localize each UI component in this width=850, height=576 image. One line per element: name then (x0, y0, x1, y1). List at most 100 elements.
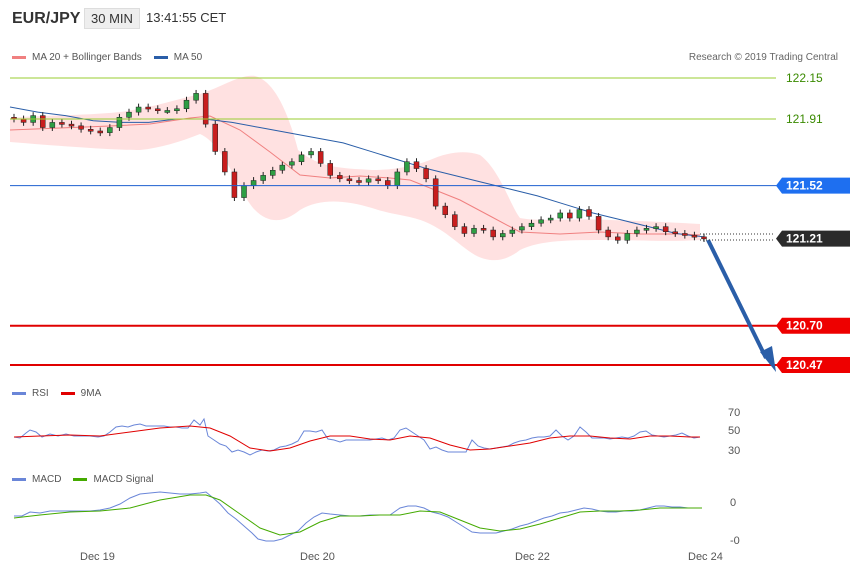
candle-body (155, 108, 161, 111)
macd-signal-line (13, 494, 702, 536)
price-level-121-91: 121.91 (10, 112, 823, 126)
price-level-120-47: 120.47 (10, 357, 850, 373)
candle-body (279, 164, 286, 171)
price-levels: 122.15 121.91 121.52 121.21 120.70 120.47 (10, 71, 850, 373)
legend-label-rsi: RSI (32, 388, 49, 399)
candle-body (270, 170, 276, 176)
candle-body (135, 106, 142, 113)
candle-body (490, 229, 496, 238)
timestamp: 13:41:55 CET (146, 10, 227, 25)
candle-body (202, 93, 209, 125)
price-level-flag (776, 357, 850, 373)
price-level-label: 121.52 (786, 179, 823, 193)
candle-body (68, 123, 75, 127)
credit-text: Research © 2019 Trading Central (688, 52, 838, 63)
price-level-121-21: 121.21 (776, 230, 850, 247)
candle-body (298, 154, 305, 162)
candle-body (394, 171, 401, 186)
macd-panel: 0 -0 (13, 491, 740, 547)
candle-body (624, 233, 631, 241)
symbol-label: EUR/JPY (12, 10, 81, 27)
candle-body (413, 161, 420, 169)
forecast-arrow-head (760, 346, 776, 372)
candle-body (241, 185, 247, 198)
candle-body (107, 127, 113, 133)
price-level-label: 121.21 (786, 232, 823, 246)
legend-swatch-macd-signal (73, 478, 88, 481)
price-level-122-15: 122.15 (10, 71, 823, 85)
candle-body (145, 106, 151, 110)
rsi-legend: RSI 9MA (12, 388, 113, 399)
x-label-dec20: Dec 20 (300, 551, 335, 563)
candle-body (643, 228, 650, 231)
candle-body (471, 228, 477, 234)
candle-body (557, 212, 563, 219)
price-level-flag (776, 317, 850, 334)
candle-body (653, 226, 659, 229)
candle-body (538, 219, 544, 224)
rsi-tick-50: 50 (728, 425, 740, 437)
candle-body (40, 115, 46, 128)
candle-body (222, 151, 228, 173)
candle-body (116, 117, 123, 128)
candle-body (404, 161, 410, 173)
legend-swatch-macd (12, 478, 26, 481)
x-label-dec19: Dec 19 (80, 551, 115, 563)
candle-body (260, 175, 266, 181)
price-level-flag (776, 230, 850, 247)
candle-body (97, 130, 103, 134)
candle-body (231, 171, 238, 198)
candle-body (250, 180, 257, 186)
legend-swatch-ma50 (153, 56, 168, 59)
candle-body (346, 178, 353, 182)
candle-body (595, 216, 602, 231)
macd-tick-0: 0 (730, 497, 736, 509)
x-label-dec22: Dec 22 (515, 551, 550, 563)
legend-item-ma20: MA 20 + Bollinger Bands (12, 52, 142, 63)
candle-body (586, 209, 592, 217)
candle-body (212, 123, 218, 152)
macd-tick-neg: -0 (730, 535, 740, 547)
rsi-tick-30: 30 (728, 445, 740, 457)
candle-body (59, 122, 65, 125)
forecast-arrow (706, 239, 776, 372)
candle-body (423, 168, 429, 180)
candle-body (327, 163, 333, 176)
candle-body (375, 178, 381, 182)
price-level-120-70: 120.70 (10, 317, 850, 334)
candle-body (20, 118, 27, 123)
candle-body (126, 111, 132, 118)
candle-body (78, 125, 84, 130)
candle-body (183, 99, 190, 110)
candle-body (193, 93, 199, 101)
candle-body (87, 129, 94, 132)
candle-body (432, 178, 439, 207)
candle-body (662, 226, 669, 232)
legend-label-ma50: MA 50 (173, 52, 203, 63)
rsi-9ma-line (13, 425, 700, 452)
candle-body (442, 205, 448, 215)
legend-swatch-rsi (12, 392, 26, 395)
candle-body (500, 233, 506, 238)
x-label-dec24: Dec 24 (688, 551, 723, 563)
candle-body (365, 178, 372, 183)
candle-body (519, 226, 525, 231)
candle-body (528, 222, 535, 227)
candle-body (547, 217, 554, 221)
legend-item-macd-signal: MACD Signal (73, 474, 153, 485)
legend-item-rsi: RSI (12, 388, 49, 399)
legend-label-ma20: MA 20 + Bollinger Bands (32, 52, 142, 63)
price-level-label: 120.47 (786, 358, 823, 372)
ma20-line (9, 115, 701, 236)
candle-body (605, 229, 611, 238)
timeframe-badge[interactable]: 30 MIN (84, 8, 140, 29)
macd-legend: MACD MACD Signal (12, 474, 165, 485)
main-legend: MA 20 + Bollinger Bands MA 50 (12, 52, 214, 63)
candle-body (308, 151, 314, 156)
candle-body (356, 180, 362, 183)
legend-swatch-ma20 (12, 56, 26, 59)
candle-body (682, 233, 688, 236)
legend-item-macd: MACD (12, 474, 61, 485)
candle-body (337, 175, 343, 180)
